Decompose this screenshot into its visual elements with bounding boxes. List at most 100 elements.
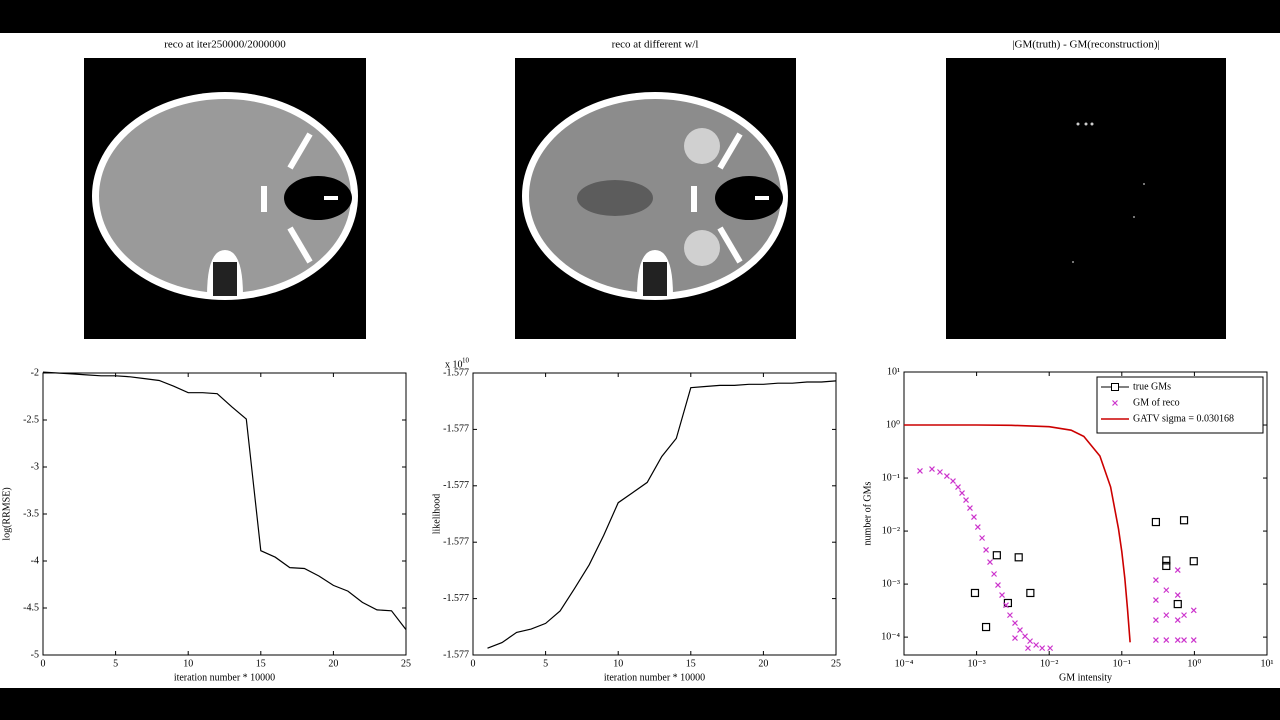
x-tick-label: 10⁰ xyxy=(1187,658,1201,669)
x-tick-label: 10¹ xyxy=(1261,658,1274,669)
legend: true GMs GM of reco GATV sigma = 0.030168 xyxy=(1096,376,1264,434)
x-axis-label: GM intensity xyxy=(1059,672,1112,683)
x-tick-label: 0 xyxy=(41,658,46,669)
y-tick-label: 10⁻¹ xyxy=(882,472,900,483)
chart: 0 5 10 15 20 25 -5 -4.5 -4 -3.5 -3 -2.5 -2 iteration … xyxy=(1,367,411,683)
chart: 10⁻⁴ 10⁻³ 10⁻² 10⁻¹ 10⁰ 10¹ 10⁻⁴ 10⁻³ 10⁻² 10⁻¹ 10… xyxy=(862,366,1273,683)
marker-x xyxy=(1012,635,1018,641)
marker-x xyxy=(991,571,997,577)
x-tick-label: 0 xyxy=(471,658,476,669)
x-axis-label: iteration number * 10000 xyxy=(174,672,275,683)
x-tick-label: 10 xyxy=(613,658,623,669)
marker-square xyxy=(1026,588,1035,598)
x-tick-label: 20 xyxy=(328,658,338,669)
marker-x xyxy=(979,535,986,541)
x-tick-label: 25 xyxy=(401,658,411,669)
line xyxy=(42,371,407,630)
y-tick-label: -3.5 xyxy=(23,508,39,519)
x-tick-label: 10⁻¹ xyxy=(1113,658,1131,669)
marker-x xyxy=(995,582,1001,588)
marker-x xyxy=(1152,597,1159,603)
marker-x xyxy=(943,473,950,479)
marker-x xyxy=(1174,592,1181,599)
marker-square xyxy=(1162,561,1171,571)
y-tick-label: -4 xyxy=(31,555,39,566)
y-tick-label: 10⁻³ xyxy=(882,578,900,589)
marker-x xyxy=(1012,620,1018,627)
x-tick-label: 10⁻² xyxy=(1040,658,1058,669)
marker-x xyxy=(1152,637,1159,643)
x-tick-label: 10⁻³ xyxy=(967,658,985,669)
line xyxy=(487,380,837,649)
marker-x xyxy=(950,478,956,484)
legend-label: true GMs xyxy=(1133,381,1171,392)
marker-x xyxy=(1174,567,1181,573)
marker-x xyxy=(917,468,923,474)
y-tick-label: -1.577 xyxy=(443,367,469,378)
y-tick-label: 10⁻² xyxy=(882,525,900,536)
y-tick-label: -1.577 xyxy=(443,424,469,435)
marker-square xyxy=(1162,556,1171,565)
y-tick-label: -1.577 xyxy=(443,480,469,491)
x-tick-label: 15 xyxy=(256,658,266,669)
x-tick-label: 20 xyxy=(758,658,768,669)
marker-x xyxy=(1174,617,1181,623)
x-tick-label: 10⁻⁴ xyxy=(895,658,914,669)
x-tick-label: 5 xyxy=(113,658,118,669)
marker-x xyxy=(1007,612,1013,619)
marker-square xyxy=(1189,557,1198,566)
legend-box xyxy=(1096,376,1264,434)
plot-area xyxy=(472,372,837,656)
image-title: |GM(truth) - GM(reconstruction)| xyxy=(1012,39,1159,51)
marker-x xyxy=(1152,617,1159,623)
marker-x xyxy=(1181,612,1187,619)
line xyxy=(904,424,1131,643)
marker-square xyxy=(992,551,1001,560)
y-tick-label: -2 xyxy=(31,367,39,378)
y-tick-label: -5 xyxy=(31,649,39,660)
marker-x xyxy=(999,592,1005,599)
marker-x xyxy=(929,466,935,472)
marker-x xyxy=(1163,587,1170,594)
marker-x xyxy=(1190,607,1197,614)
marker-x xyxy=(983,547,989,553)
y-tick-label: -3 xyxy=(31,461,39,472)
x-tick-label: 5 xyxy=(543,658,548,669)
legend-swatch xyxy=(1111,383,1119,391)
marker-x xyxy=(1003,602,1009,609)
marker-x xyxy=(971,514,977,520)
y-tick-label: 10⁻⁴ xyxy=(881,631,900,642)
y-tick-label: -1.577 xyxy=(443,593,469,604)
y-tick-label: -1.577 xyxy=(443,649,469,660)
marker-square xyxy=(1151,517,1161,527)
marker-x xyxy=(987,559,993,566)
marker-x xyxy=(959,490,965,496)
x-tick-label: 15 xyxy=(686,658,696,669)
y-tick-label: -1.577 xyxy=(443,536,469,547)
marker-x xyxy=(1181,637,1187,643)
reco-image-wl xyxy=(515,58,796,339)
marker-x xyxy=(1033,642,1040,648)
marker-x xyxy=(1022,633,1028,640)
legend-label: GATV sigma = 0.030168 xyxy=(1133,413,1234,424)
y-axis-label: likelihood xyxy=(431,494,442,535)
y-axis-label: log(RRMSE) xyxy=(1,487,12,540)
marker-x xyxy=(1152,577,1159,584)
marker-x xyxy=(1039,645,1046,652)
y-tick-label: 10⁰ xyxy=(886,419,900,430)
marker-x xyxy=(1017,627,1023,633)
y-multiplier: x 10 xyxy=(445,359,463,370)
marker-x xyxy=(1025,645,1031,652)
marker-square xyxy=(1179,516,1189,525)
difference-image xyxy=(946,58,1226,339)
marker-x xyxy=(1163,612,1170,619)
marker-square xyxy=(1173,599,1182,609)
marker-x xyxy=(1163,637,1170,643)
marker-square xyxy=(981,622,991,632)
y-axis-label: number of GMs xyxy=(862,481,873,545)
marker-x xyxy=(1027,638,1033,645)
marker-x xyxy=(1190,637,1197,643)
marker-x xyxy=(963,497,969,503)
plot-area xyxy=(42,372,407,656)
